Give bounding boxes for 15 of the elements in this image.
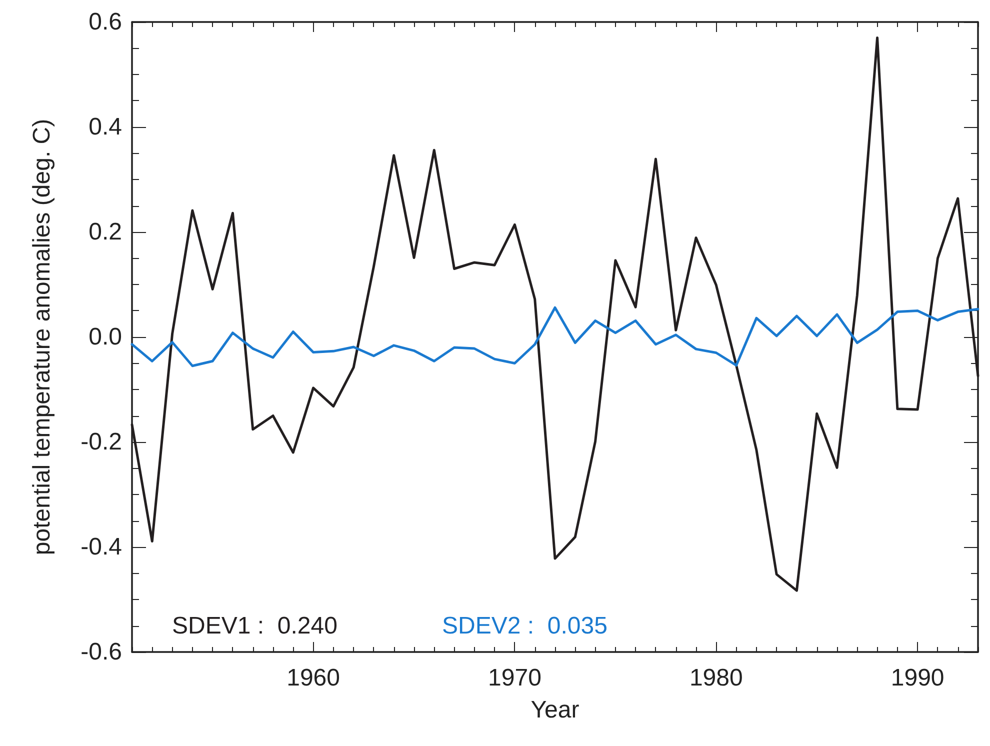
y-tick-label: -0.4 bbox=[80, 534, 122, 560]
y-axis-title: potential temperature anomalies (deg. C) bbox=[28, 118, 56, 556]
x-tick-label: 1960 bbox=[286, 664, 340, 692]
x-tick-label: 1990 bbox=[890, 664, 944, 692]
y-tick-label: 0.4 bbox=[88, 114, 122, 140]
y-tick-label: 0.0 bbox=[88, 324, 122, 350]
x-tick-label: 1970 bbox=[488, 664, 542, 692]
y-tick-label: -0.2 bbox=[80, 428, 122, 456]
x-tick-label: 1980 bbox=[689, 664, 743, 692]
y-tick-label: 0.6 bbox=[88, 8, 122, 36]
y-tick-label: -0.6 bbox=[80, 638, 122, 666]
y-tick-label: 0.2 bbox=[88, 218, 122, 246]
x-axis-title: Year bbox=[530, 696, 580, 724]
annotation: SDEV2 : 0.035 bbox=[442, 612, 608, 640]
annotation: SDEV1 : 0.240 bbox=[172, 612, 338, 640]
